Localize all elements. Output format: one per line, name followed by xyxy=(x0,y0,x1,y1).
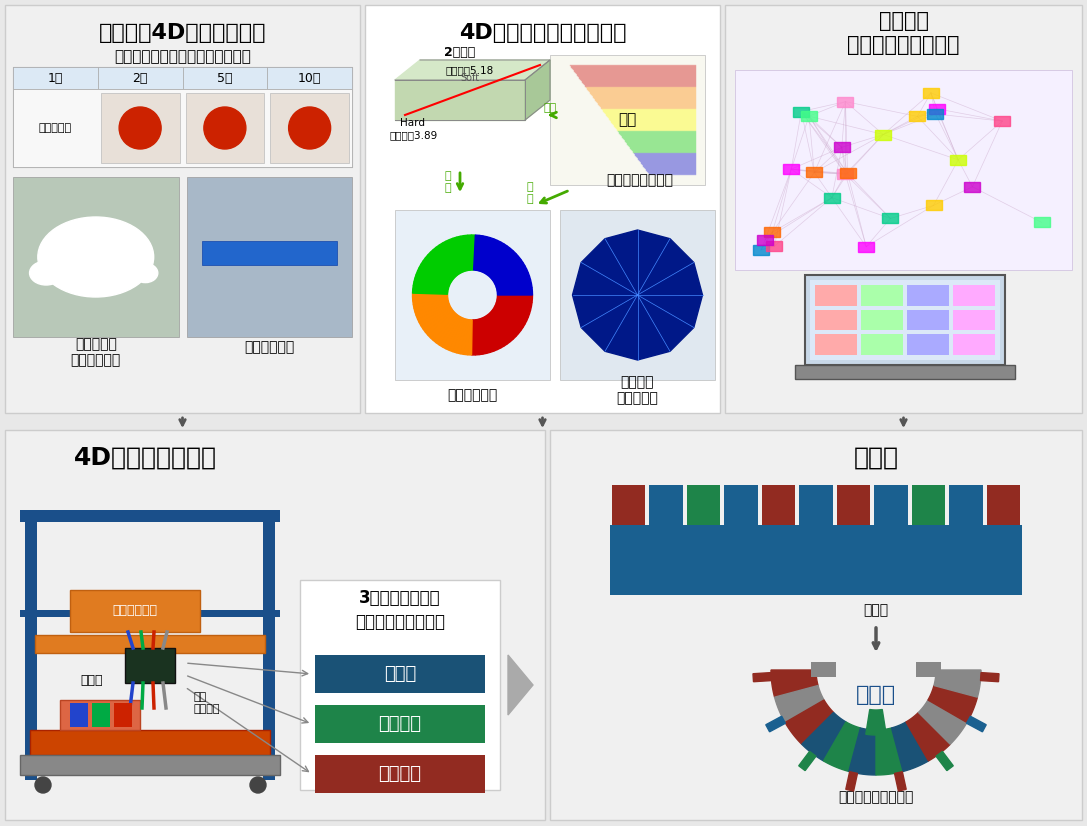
FancyBboxPatch shape xyxy=(612,485,646,525)
Polygon shape xyxy=(573,230,702,360)
Text: 5分: 5分 xyxy=(217,72,233,84)
Polygon shape xyxy=(416,271,450,287)
Bar xyxy=(928,104,945,114)
Polygon shape xyxy=(497,297,533,302)
Polygon shape xyxy=(486,244,508,274)
Polygon shape xyxy=(442,316,461,349)
Polygon shape xyxy=(425,311,454,335)
FancyBboxPatch shape xyxy=(725,5,1082,413)
Text: 4Dシミュレーターの開発: 4Dシミュレーターの開発 xyxy=(459,23,626,43)
FancyBboxPatch shape xyxy=(953,310,995,330)
FancyBboxPatch shape xyxy=(98,67,183,89)
FancyBboxPatch shape xyxy=(861,285,903,306)
Polygon shape xyxy=(799,752,816,771)
Polygon shape xyxy=(449,238,464,272)
FancyBboxPatch shape xyxy=(815,310,857,330)
Polygon shape xyxy=(446,240,463,273)
FancyBboxPatch shape xyxy=(13,67,352,89)
Polygon shape xyxy=(428,311,455,338)
Text: 4Dプリンタの開発: 4Dプリンタの開発 xyxy=(74,446,216,470)
Circle shape xyxy=(250,777,266,793)
Polygon shape xyxy=(495,304,528,320)
Bar xyxy=(839,169,855,178)
FancyBboxPatch shape xyxy=(724,485,758,525)
FancyBboxPatch shape xyxy=(874,485,908,525)
FancyBboxPatch shape xyxy=(183,67,267,89)
Polygon shape xyxy=(934,670,980,697)
FancyBboxPatch shape xyxy=(861,335,903,355)
FancyBboxPatch shape xyxy=(13,67,352,167)
Polygon shape xyxy=(475,320,483,354)
FancyBboxPatch shape xyxy=(810,280,1000,360)
Text: レーザー照射時間による造形制御: レーザー照射時間による造形制御 xyxy=(114,50,251,64)
Polygon shape xyxy=(483,317,501,349)
Polygon shape xyxy=(413,296,448,301)
FancyBboxPatch shape xyxy=(811,662,836,677)
Polygon shape xyxy=(492,309,523,330)
FancyBboxPatch shape xyxy=(916,662,941,677)
Polygon shape xyxy=(482,239,498,273)
FancyBboxPatch shape xyxy=(13,89,352,167)
Bar xyxy=(964,182,980,192)
FancyBboxPatch shape xyxy=(649,485,683,525)
FancyBboxPatch shape xyxy=(13,67,98,89)
FancyBboxPatch shape xyxy=(395,210,550,380)
Polygon shape xyxy=(421,261,452,282)
Polygon shape xyxy=(492,259,523,282)
Text: 造形物: 造形物 xyxy=(863,603,888,617)
Text: 膨
張: 膨 張 xyxy=(527,183,534,204)
FancyBboxPatch shape xyxy=(610,525,1022,595)
Polygon shape xyxy=(491,256,521,280)
Text: スマート
グリッパー: スマート グリッパー xyxy=(616,375,659,405)
Polygon shape xyxy=(475,235,483,270)
Polygon shape xyxy=(467,235,472,270)
Polygon shape xyxy=(474,235,479,270)
Bar xyxy=(824,192,840,202)
Polygon shape xyxy=(480,238,493,272)
Polygon shape xyxy=(490,311,518,336)
Bar xyxy=(837,169,853,179)
Polygon shape xyxy=(765,716,786,732)
Text: 膨
潤: 膨 潤 xyxy=(445,171,451,192)
Bar xyxy=(758,235,773,244)
Text: 多色
レーザー: 多色 レーザー xyxy=(193,692,220,714)
Polygon shape xyxy=(485,242,504,273)
Bar xyxy=(766,241,783,251)
Bar xyxy=(794,107,810,116)
Polygon shape xyxy=(415,274,449,288)
Text: 異方膨潤: 異方膨潤 xyxy=(378,765,422,783)
Text: マルチポンプ: マルチポンプ xyxy=(112,605,158,618)
Polygon shape xyxy=(508,655,533,715)
Polygon shape xyxy=(849,728,876,775)
FancyBboxPatch shape xyxy=(987,485,1020,525)
Polygon shape xyxy=(467,320,472,355)
Polygon shape xyxy=(497,301,530,314)
Polygon shape xyxy=(490,254,518,279)
FancyBboxPatch shape xyxy=(795,365,1015,379)
FancyBboxPatch shape xyxy=(125,648,175,683)
FancyBboxPatch shape xyxy=(201,241,337,265)
Polygon shape xyxy=(482,318,498,351)
FancyBboxPatch shape xyxy=(35,635,265,653)
Bar xyxy=(925,201,941,211)
FancyBboxPatch shape xyxy=(114,703,132,727)
Polygon shape xyxy=(453,319,466,353)
Polygon shape xyxy=(497,283,532,292)
Polygon shape xyxy=(966,716,986,732)
Ellipse shape xyxy=(38,217,153,297)
Polygon shape xyxy=(442,241,461,273)
Polygon shape xyxy=(477,320,487,354)
FancyBboxPatch shape xyxy=(861,310,903,330)
Polygon shape xyxy=(439,316,460,347)
Polygon shape xyxy=(483,240,501,273)
Ellipse shape xyxy=(29,261,63,285)
FancyBboxPatch shape xyxy=(20,610,280,617)
Polygon shape xyxy=(485,316,504,348)
Polygon shape xyxy=(457,236,467,271)
Text: 膨潤率：5.18: 膨潤率：5.18 xyxy=(446,65,495,75)
Text: アクチュエーター: アクチュエーター xyxy=(607,173,674,187)
Polygon shape xyxy=(497,280,532,290)
Circle shape xyxy=(120,107,161,149)
Polygon shape xyxy=(497,298,532,306)
